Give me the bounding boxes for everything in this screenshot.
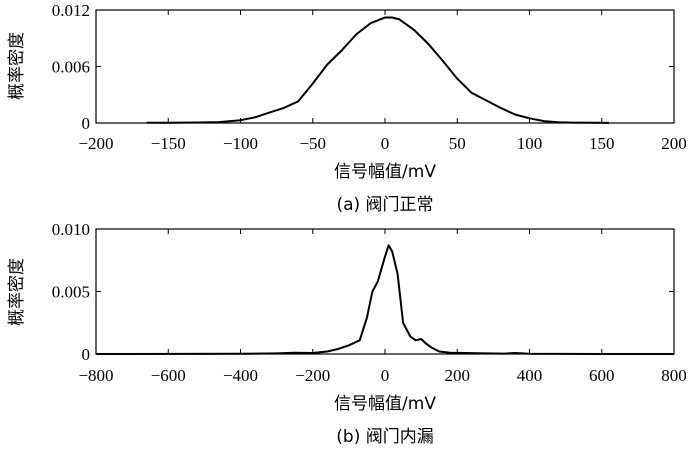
x-tick-labels-b: −800 −600 −400 −200 0 200 400 600 800 [78,366,686,385]
y-tick-label: 0.006 [52,58,90,77]
tick-marks-a [95,9,675,124]
y-axis-label-b: 概率密度 [7,258,27,326]
y-axis-label-a: 概率密度 [7,32,27,100]
y-tick-label: 0 [82,345,91,364]
plot-frame-a [95,9,675,124]
x-tick-label: 200 [445,366,471,385]
x-tick-label: −150 [151,134,186,153]
panel-a: −200 −150 −100 −50 0 50 100 150 200 00.0060.012 … [7,1,687,215]
panel-b: −800 −600 −400 −200 0 200 400 600 800 0 0.005 0.01… [7,220,687,447]
plot-frame-b [95,228,675,355]
x-tick-label: −50 [299,134,326,153]
density-curve-a [146,16,610,124]
x-tick-label: 600 [589,366,615,385]
x-tick-label: −100 [223,134,258,153]
y-tick-label: 0.010 [52,220,90,239]
y-tick-label: 0.012 [52,1,90,20]
x-tick-label: −600 [151,366,186,385]
x-tick-label: 0 [381,134,390,153]
caption-b: (b) 阀门内漏 [336,427,433,447]
y-tick-labels-a: 0 0.006 0.012 [52,1,90,133]
x-tick-label: 100 [517,134,543,153]
x-tick-label: −200 [295,366,330,385]
y-tick-labels-b: 0 0.005 0.010 [52,220,90,364]
x-axis-label-a: 信号幅值/mV [334,162,436,182]
x-tick-label: 800 [661,366,687,385]
x-tick-label: −200 [78,134,113,153]
caption-a: (a) 阀门正常 [336,195,433,215]
density-curve-b [95,244,674,355]
x-tick-labels-a: −200 −150 −100 −50 0 50 100 150 200 [78,134,686,153]
x-axis-label-b: 信号幅值/mV [334,394,436,414]
x-tick-label: −400 [223,366,258,385]
x-tick-label: 150 [589,134,615,153]
tick-marks-b [95,228,675,355]
y-tick-label: 0 [82,114,91,133]
x-tick-label: 200 [661,134,687,153]
x-tick-label: 0 [381,366,390,385]
x-tick-label: −800 [78,366,113,385]
y-tick-label: 0.005 [52,283,90,302]
x-tick-label: 400 [517,366,543,385]
x-tick-label: 50 [449,134,466,153]
